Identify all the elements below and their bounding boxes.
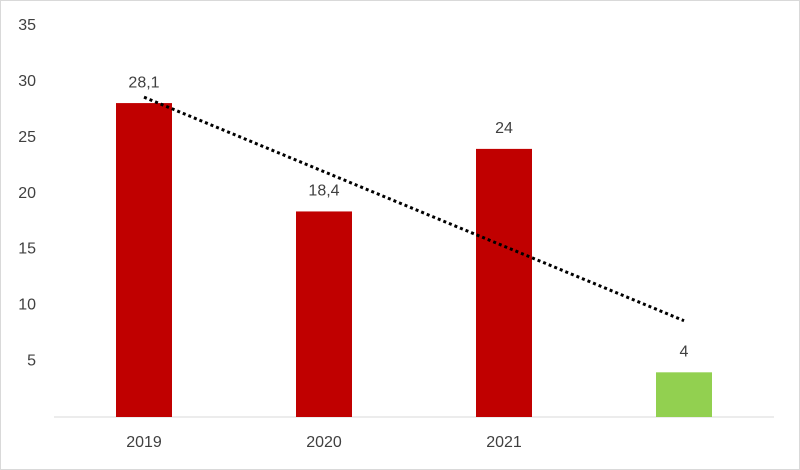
x-tick-label: 2021	[486, 434, 522, 451]
y-tick-label: 10	[18, 297, 36, 314]
bar	[656, 372, 712, 417]
y-tick-label: 35	[18, 17, 36, 34]
data-label: 18,4	[308, 183, 339, 200]
bar	[476, 148, 532, 417]
y-tick-label: 15	[18, 241, 36, 258]
data-label: 24	[495, 120, 513, 137]
bar	[116, 103, 172, 417]
data-label: 4	[680, 344, 689, 361]
y-tick-label: 30	[18, 73, 36, 90]
x-tick-label: 2020	[306, 434, 342, 451]
y-tick-label: 20	[18, 185, 36, 202]
x-tick-label: 2019	[126, 434, 162, 451]
data-label: 28,1	[128, 74, 159, 91]
y-tick-label: 5	[27, 352, 36, 369]
bar	[296, 211, 352, 417]
trendline	[143, 95, 685, 323]
y-tick-label: 25	[18, 129, 36, 146]
